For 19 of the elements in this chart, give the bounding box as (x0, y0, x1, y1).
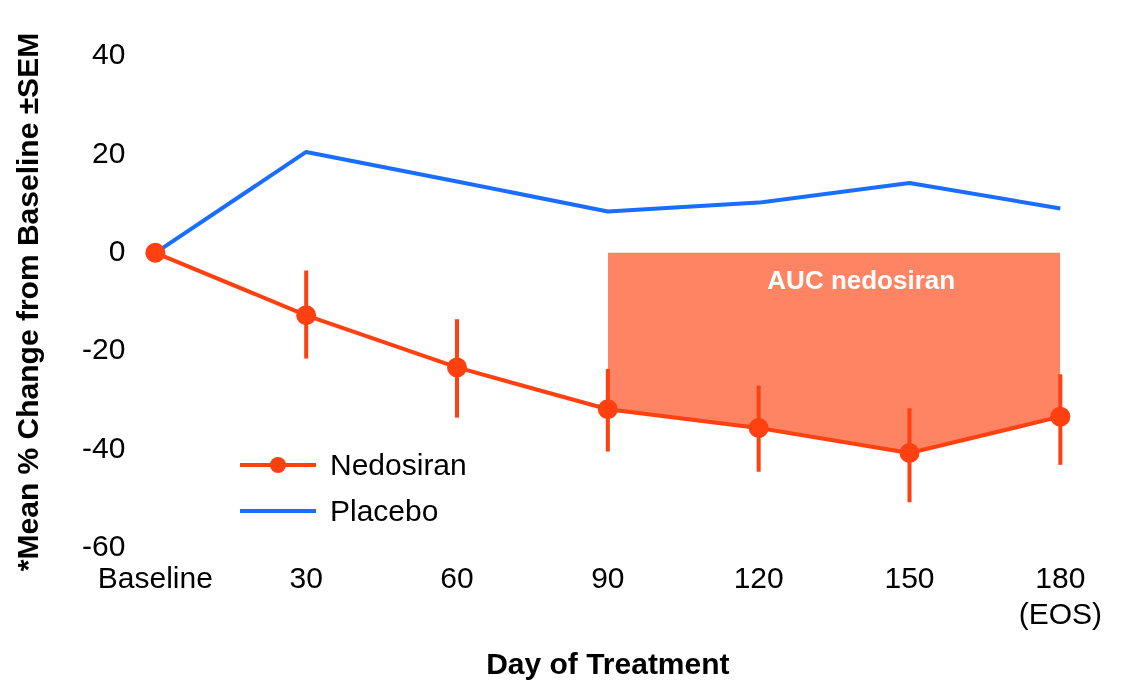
y-tick-label: 40 (91, 37, 126, 71)
x-axis-title: Day of Treatment (486, 647, 730, 681)
y-tick-label: -20 (82, 332, 126, 366)
x-tick-label: 30 (289, 561, 323, 595)
x-tick-label: 60 (440, 561, 474, 595)
legend-label: Placebo (330, 494, 439, 528)
legend-label: Nedosiran (330, 448, 467, 482)
annotation: AUC nedosiran (767, 265, 956, 296)
x-tick-label: 180 (EOS) (1018, 561, 1102, 631)
point (145, 242, 166, 263)
y-tick-label: 20 (91, 135, 126, 169)
x-tick-label: 120 (733, 561, 784, 595)
x-tick-label: 150 (884, 561, 935, 595)
y-tick-label: -40 (82, 430, 126, 464)
y-tick-label: -60 (82, 529, 126, 563)
y-tick-label: 0 (108, 234, 126, 268)
y-axis-title: *Mean % Change from Baseline ±SEM (11, 32, 45, 572)
x-tick-label: 90 (591, 561, 625, 595)
x-tick-label: Baseline (97, 561, 213, 595)
